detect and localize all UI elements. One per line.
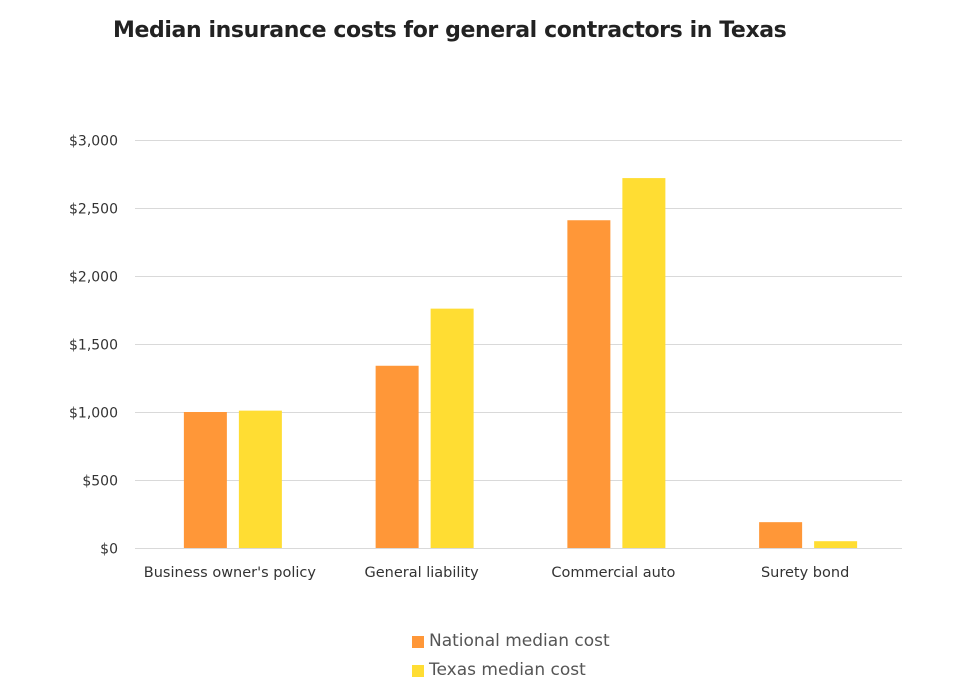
legend-label-texas: Texas median cost xyxy=(429,659,586,680)
bar-texas xyxy=(238,410,282,548)
bar-national xyxy=(759,522,803,548)
y-tick-label: $0 xyxy=(100,542,118,558)
bar-national xyxy=(567,220,611,549)
y-tick-label: $3,000 xyxy=(69,134,118,150)
legend-swatch-texas xyxy=(412,664,424,677)
chart-title: Median insurance costs for general contr… xyxy=(113,18,787,43)
x-category-label: General liability xyxy=(364,565,479,581)
y-tick-label: $2,500 xyxy=(69,202,118,218)
bar-texas xyxy=(622,178,666,548)
y-tick-label: $1,000 xyxy=(69,406,118,422)
bar-national xyxy=(183,412,227,548)
legend: National median cost Texas median cost xyxy=(412,626,610,684)
legend-item-texas: Texas median cost xyxy=(412,655,610,684)
bar-texas xyxy=(814,541,858,548)
chart-plot-area: $0 $500 $1,000 $1,500 $2,000 $2,500 $3,000 Bus… xyxy=(69,134,902,581)
y-tick-label: $2,000 xyxy=(69,270,118,286)
legend-label-national: National median cost xyxy=(429,630,610,651)
y-axis-tick-labels: $0 $500 $1,000 $1,500 $2,000 $2,500 $3,000 xyxy=(69,134,118,558)
y-tick-label: $500 xyxy=(82,474,118,490)
bars xyxy=(183,178,858,549)
y-tick-label: $1,500 xyxy=(69,338,118,354)
bar-national xyxy=(375,365,419,548)
legend-item-national: National median cost xyxy=(412,626,610,655)
legend-swatch-national xyxy=(412,635,424,648)
x-category-label: Business owner's policy xyxy=(144,565,317,581)
bar-texas xyxy=(430,308,474,548)
x-category-label: Commercial auto xyxy=(551,565,675,581)
x-category-label: Surety bond xyxy=(761,565,849,581)
x-axis-category-labels: Business owner's policy General liability… xyxy=(144,565,850,581)
